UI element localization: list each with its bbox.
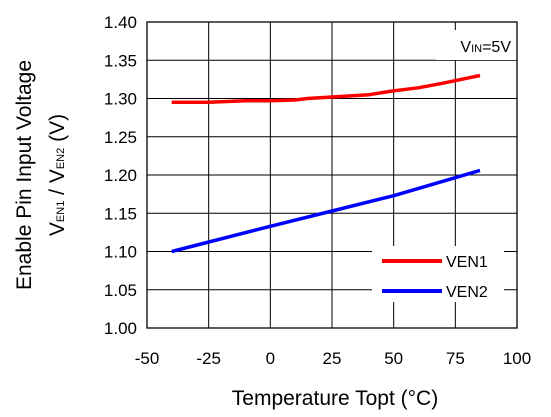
y-tick-label: 1.20 xyxy=(104,166,137,185)
y-tick-label: 1.05 xyxy=(104,281,137,300)
y-tick-label: 1.40 xyxy=(104,13,137,32)
x-tick-label: 100 xyxy=(503,349,531,368)
x-tick-label: 75 xyxy=(446,349,465,368)
x-tick-label: -25 xyxy=(196,349,221,368)
legend-label-ven2: VEN2 xyxy=(446,284,488,301)
x-tick-label: 0 xyxy=(266,349,275,368)
y-tick-label: 1.00 xyxy=(104,319,137,338)
y-tick-label: 1.15 xyxy=(104,204,137,223)
annotation-box xyxy=(436,30,516,60)
x-tick-label: 50 xyxy=(384,349,403,368)
series-line-ven1 xyxy=(171,73,481,105)
series-line-ven2 xyxy=(171,168,481,254)
x-tick-label: 25 xyxy=(323,349,342,368)
x-axis-title: Temperature Topt (°C) xyxy=(232,387,438,410)
plot-frame xyxy=(146,21,518,329)
x-tick-label: -50 xyxy=(135,349,160,368)
y-tick-label: 1.30 xyxy=(104,90,137,109)
y-tick-label: 1.35 xyxy=(104,51,137,70)
y-tick-label: 1.10 xyxy=(104,243,137,262)
legend: VEN1 VEN2 xyxy=(372,246,504,302)
y-tick-labels: 1.00 1.05 1.10 1.15 1.20 1.25 1.30 1.35 1.40 xyxy=(104,13,137,338)
legend-label-ven1: VEN1 xyxy=(446,254,488,271)
y-axis-title-line2: VEN1 / VEN2 (V) xyxy=(46,114,69,236)
annotation-vin: VIN=5V xyxy=(460,39,511,56)
x-tick-labels: -50 -25 0 25 50 75 100 xyxy=(135,349,531,368)
series-layer xyxy=(171,73,481,254)
grid xyxy=(147,22,517,328)
y-tick-label: 1.25 xyxy=(104,128,137,147)
y-axis-title-line1: Enable Pin Input Voltage xyxy=(13,60,36,290)
